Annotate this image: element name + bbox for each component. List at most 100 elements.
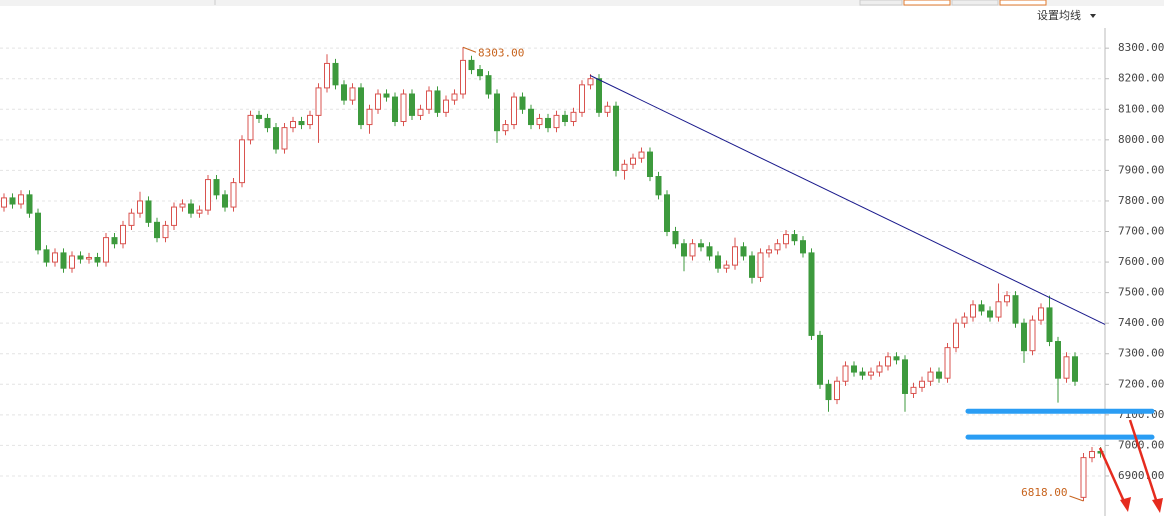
candle-body bbox=[213, 179, 220, 196]
candle-body bbox=[324, 62, 330, 89]
y-tick-label: 7200.00 bbox=[1118, 377, 1164, 390]
candle-body bbox=[638, 151, 645, 159]
toolbar-tab[interactable] bbox=[951, 0, 999, 6]
candle-body bbox=[69, 255, 75, 269]
candle-body bbox=[358, 87, 364, 126]
candle-body bbox=[137, 200, 143, 214]
candle-body bbox=[876, 365, 883, 373]
candle-body bbox=[1063, 356, 1070, 379]
candle-body bbox=[1089, 451, 1095, 459]
y-tick-label: 7700.00 bbox=[1118, 225, 1164, 238]
candle-body bbox=[256, 114, 262, 119]
candle-body bbox=[281, 127, 288, 150]
arrow bbox=[1128, 419, 1160, 507]
candle-body bbox=[706, 246, 713, 257]
candle-body bbox=[247, 114, 254, 141]
dropdown-caret bbox=[1090, 14, 1096, 18]
candle-body bbox=[273, 127, 279, 150]
candle-body bbox=[120, 224, 126, 245]
candle-body bbox=[18, 194, 24, 205]
candle-body bbox=[494, 93, 500, 132]
toolbar-tab[interactable] bbox=[999, 0, 1047, 6]
candle-body bbox=[681, 243, 687, 257]
candle-body bbox=[562, 114, 568, 123]
candle-body bbox=[290, 121, 296, 129]
candle-body bbox=[383, 93, 390, 98]
candle-body bbox=[451, 93, 458, 101]
candle-body bbox=[596, 78, 602, 113]
candle-body bbox=[978, 304, 985, 312]
toolbar-tab[interactable] bbox=[903, 0, 951, 6]
toolbar-tab[interactable] bbox=[859, 0, 903, 6]
max-label: 8303.00 bbox=[478, 46, 524, 59]
candle-body bbox=[1055, 341, 1061, 379]
ma-button[interactable]: 设置均线 bbox=[1037, 8, 1081, 22]
candle-body bbox=[1012, 295, 1019, 324]
candle-body bbox=[851, 365, 857, 373]
candle-body bbox=[502, 124, 509, 132]
candle-body bbox=[825, 383, 832, 401]
trend-line bbox=[589, 74, 1106, 325]
candle-body bbox=[579, 84, 585, 113]
candle-body bbox=[800, 240, 806, 254]
candle-body bbox=[392, 96, 398, 123]
y-tick-label: 8200.00 bbox=[1118, 72, 1164, 85]
candle-body bbox=[409, 93, 415, 116]
candle-body bbox=[179, 203, 186, 208]
candle-body bbox=[468, 59, 475, 71]
candle-body bbox=[723, 264, 730, 269]
candle-body bbox=[970, 304, 976, 318]
arrow-head bbox=[1120, 497, 1131, 512]
candle-body bbox=[919, 380, 925, 388]
candle-body bbox=[536, 117, 543, 126]
candle-body bbox=[94, 256, 101, 263]
candle-body bbox=[1080, 457, 1087, 498]
candle-body bbox=[672, 231, 679, 245]
candle-body bbox=[698, 243, 704, 248]
candle-body bbox=[417, 108, 424, 116]
candle-body bbox=[740, 246, 747, 257]
candle-body bbox=[834, 380, 840, 401]
toolbar bbox=[0, 0, 1164, 6]
y-tick-label: 7800.00 bbox=[1118, 194, 1164, 207]
candle-body bbox=[1038, 307, 1044, 321]
y-tick-label: 8300.00 bbox=[1118, 41, 1164, 54]
candle-body bbox=[9, 197, 16, 205]
candle-body bbox=[664, 194, 670, 233]
candle-body bbox=[52, 252, 58, 263]
candle-body bbox=[230, 182, 237, 208]
min-label: 6818.00 bbox=[1021, 486, 1067, 499]
y-tick-label: 7300.00 bbox=[1118, 347, 1164, 360]
candle-body bbox=[519, 96, 526, 110]
candle-body bbox=[927, 371, 934, 382]
candle-body bbox=[188, 203, 194, 214]
candle-body bbox=[774, 243, 781, 251]
candle-body bbox=[604, 105, 611, 113]
candle-body bbox=[868, 371, 874, 376]
candle-body bbox=[1, 197, 7, 208]
candle-body bbox=[944, 347, 951, 379]
candle-body bbox=[902, 359, 908, 394]
candle-body bbox=[315, 87, 322, 116]
candle-body bbox=[995, 301, 1002, 318]
candle-body bbox=[485, 75, 492, 95]
min-pointer bbox=[1069, 495, 1084, 502]
candle-body bbox=[375, 93, 381, 110]
candle-body bbox=[553, 114, 560, 129]
candle-body bbox=[936, 371, 942, 379]
candle-body bbox=[196, 209, 203, 214]
candle-body bbox=[885, 356, 891, 367]
candle-body bbox=[222, 194, 228, 208]
candle-body bbox=[298, 121, 305, 126]
candle-body bbox=[86, 256, 92, 260]
candle-body bbox=[791, 234, 798, 242]
candle-body bbox=[366, 108, 373, 126]
candle-body bbox=[26, 194, 33, 214]
candle-body bbox=[570, 111, 577, 123]
candle-body bbox=[60, 252, 67, 269]
candle-body bbox=[162, 224, 169, 239]
candle-body bbox=[111, 237, 118, 245]
candle-body bbox=[893, 356, 900, 361]
candle-body bbox=[35, 212, 41, 251]
candle-body bbox=[103, 237, 109, 263]
